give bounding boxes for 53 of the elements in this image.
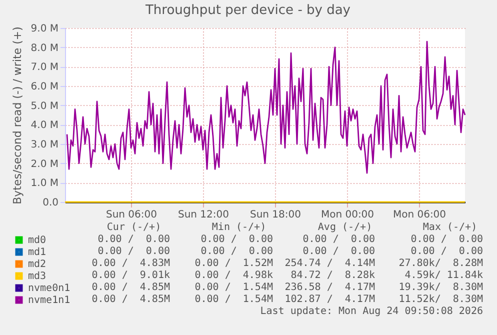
legend-label: md2 bbox=[28, 259, 46, 270]
x-tick-label: Sun 06:00 bbox=[106, 210, 158, 220]
y-tick-label: 9.0 M bbox=[30, 24, 58, 34]
text: 236.58 / 4.17M bbox=[284, 282, 375, 294]
text: Cur (-/+) bbox=[106, 222, 162, 234]
y-tick-label: 7.0 M bbox=[30, 62, 58, 74]
y-tick-label: 0.0 bbox=[42, 198, 58, 208]
text: Last update: Mon Aug 24 09:50:08 2026 bbox=[260, 306, 483, 318]
y-tick-label: 6.0 M bbox=[30, 82, 58, 92]
text: 0.00 / 1.54M bbox=[194, 282, 273, 294]
text: Min (-/+) bbox=[210, 222, 268, 234]
text: 0.00 / 1.52M bbox=[194, 258, 273, 270]
y-tick-label: 3.0 M bbox=[30, 140, 58, 150]
text: Avg (-/+) bbox=[316, 222, 374, 234]
y-tick-label: 2.0 M bbox=[30, 158, 58, 170]
text: 84.72 / 8.28k bbox=[290, 270, 375, 282]
y-axis-title: Bytes/second read (-) / write (+) bbox=[10, 26, 24, 204]
text: 0.00 / 4.83M bbox=[92, 258, 170, 270]
x-tick-label: Mon 06:00 bbox=[392, 210, 446, 220]
chart-title: Throughput per device - by day bbox=[144, 3, 351, 18]
text: 0.00 / 0.00 bbox=[200, 246, 273, 258]
y-tick-label: 4.0 M bbox=[30, 120, 58, 132]
legend-label: md1 bbox=[28, 247, 46, 258]
text: 0.00 / 4.85M bbox=[92, 294, 170, 306]
x-tick-label: Sun 18:00 bbox=[250, 210, 302, 220]
text: 0.00 / 1.54M bbox=[194, 294, 273, 306]
legend-label: nvme0n1 bbox=[28, 283, 70, 294]
text: 0.00 / 0.00 bbox=[410, 246, 483, 258]
line-series bbox=[66, 40, 466, 174]
text: 254.74 / 4.14M bbox=[284, 258, 375, 270]
text: 0.00 / 0.00 bbox=[302, 234, 375, 246]
text: Max (-/+) bbox=[422, 222, 478, 234]
x-tick-label: Sun 12:00 bbox=[178, 210, 230, 220]
legend-label: nvme1n1 bbox=[28, 295, 70, 306]
text: 0.00 / 0.00 bbox=[98, 246, 170, 258]
y-tick-label: 5.0 M bbox=[30, 100, 58, 112]
x-tick-label: Mon 00:00 bbox=[320, 210, 374, 220]
text: 0.00 / 0.00 bbox=[98, 234, 170, 246]
text: 102.87 / 4.17M bbox=[284, 294, 375, 306]
text: 0.00 / 0.00 bbox=[302, 246, 375, 258]
legend-label: md3 bbox=[28, 271, 46, 282]
legend-label: md0 bbox=[28, 235, 46, 246]
text: 4.59k/ 11.84k bbox=[404, 270, 483, 282]
text: 11.52k/ 8.30M bbox=[398, 294, 483, 306]
y-tick-label: 8.0 M bbox=[30, 42, 58, 54]
text: 0.00 / 0.00 bbox=[410, 234, 483, 246]
text: 0.00 / 4.98k bbox=[194, 270, 273, 282]
text: 0.00 / 0.00 bbox=[200, 234, 273, 246]
y-tick-label: 1.0 M bbox=[30, 178, 58, 190]
text: 27.80k/ 8.28M bbox=[398, 258, 483, 270]
text: 19.39k/ 8.30M bbox=[398, 282, 483, 294]
text: 0.00 / 4.85M bbox=[92, 282, 170, 294]
text: 0.00 / 9.01k bbox=[92, 270, 170, 282]
